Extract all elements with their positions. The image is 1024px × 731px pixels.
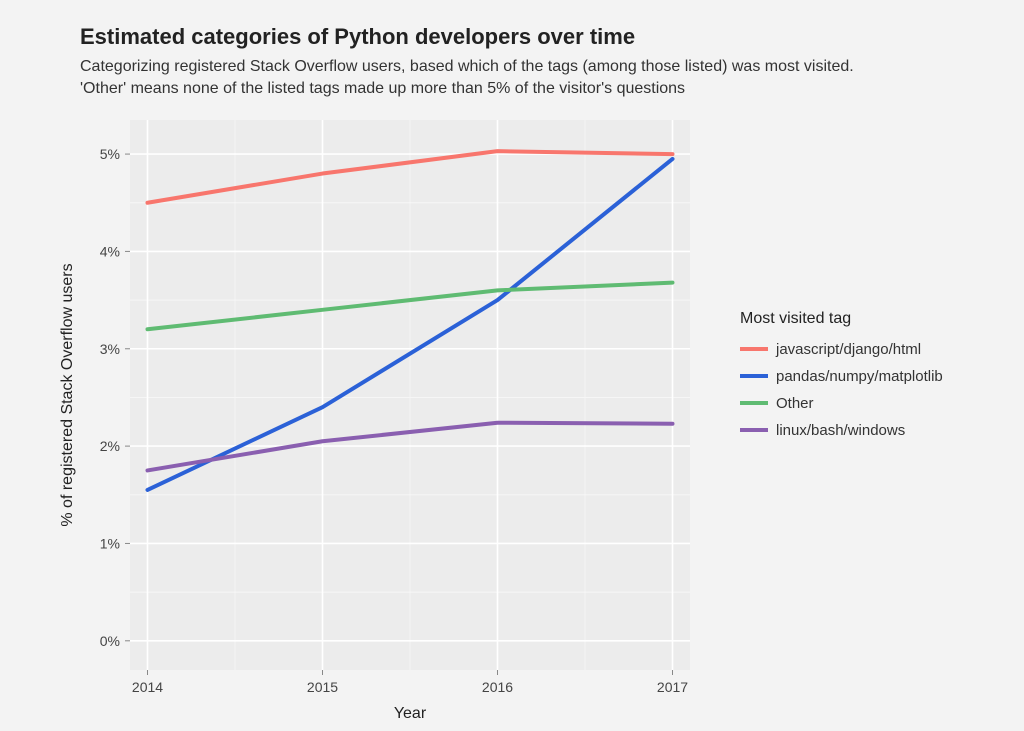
x-axis-title: Year xyxy=(394,705,427,722)
legend-swatch xyxy=(740,374,768,378)
series-line-pandas xyxy=(148,159,673,490)
x-tick-label: 2016 xyxy=(482,679,513,695)
y-tick-label: 3% xyxy=(100,341,120,357)
legend-label: Other xyxy=(776,395,814,412)
y-tick-label: 5% xyxy=(100,146,120,162)
series-line-linux xyxy=(148,423,673,471)
legend-label: linux/bash/windows xyxy=(776,422,905,439)
y-tick-label: 2% xyxy=(100,438,120,454)
plot-panel xyxy=(130,120,690,670)
x-tick-label: 2017 xyxy=(657,679,688,695)
y-tick-label: 1% xyxy=(100,535,120,551)
legend-label: pandas/numpy/matplotlib xyxy=(776,368,943,385)
legend-swatch xyxy=(740,401,768,405)
x-tick-label: 2014 xyxy=(132,679,163,695)
y-axis-title: % of registered Stack Overflow users xyxy=(59,263,76,526)
legend-swatch xyxy=(740,347,768,351)
y-tick-label: 4% xyxy=(100,243,120,259)
chart-subtitle: Categorizing registered Stack Overflow u… xyxy=(80,56,1024,99)
y-tick-label: 0% xyxy=(100,633,120,649)
legend-label: javascript/django/html xyxy=(776,341,921,358)
chart-container: Estimated categories of Python developer… xyxy=(0,0,1024,731)
legend-item-other: Other xyxy=(740,392,943,414)
chart-title: Estimated categories of Python developer… xyxy=(80,24,1024,50)
legend-item-javascript: javascript/django/html xyxy=(740,338,943,360)
legend-title: Most visited tag xyxy=(740,310,943,328)
x-tick-label: 2015 xyxy=(307,679,338,695)
legend: Most visited tag javascript/django/html p… xyxy=(740,310,943,446)
series-line-javascript xyxy=(148,151,673,203)
legend-swatch xyxy=(740,428,768,432)
series-line-other xyxy=(148,283,673,330)
legend-item-pandas: pandas/numpy/matplotlib xyxy=(740,365,943,387)
subtitle-line-2: 'Other' means none of the listed tags ma… xyxy=(80,80,685,97)
legend-item-linux: linux/bash/windows xyxy=(740,419,943,441)
subtitle-line-1: Categorizing registered Stack Overflow u… xyxy=(80,58,854,75)
